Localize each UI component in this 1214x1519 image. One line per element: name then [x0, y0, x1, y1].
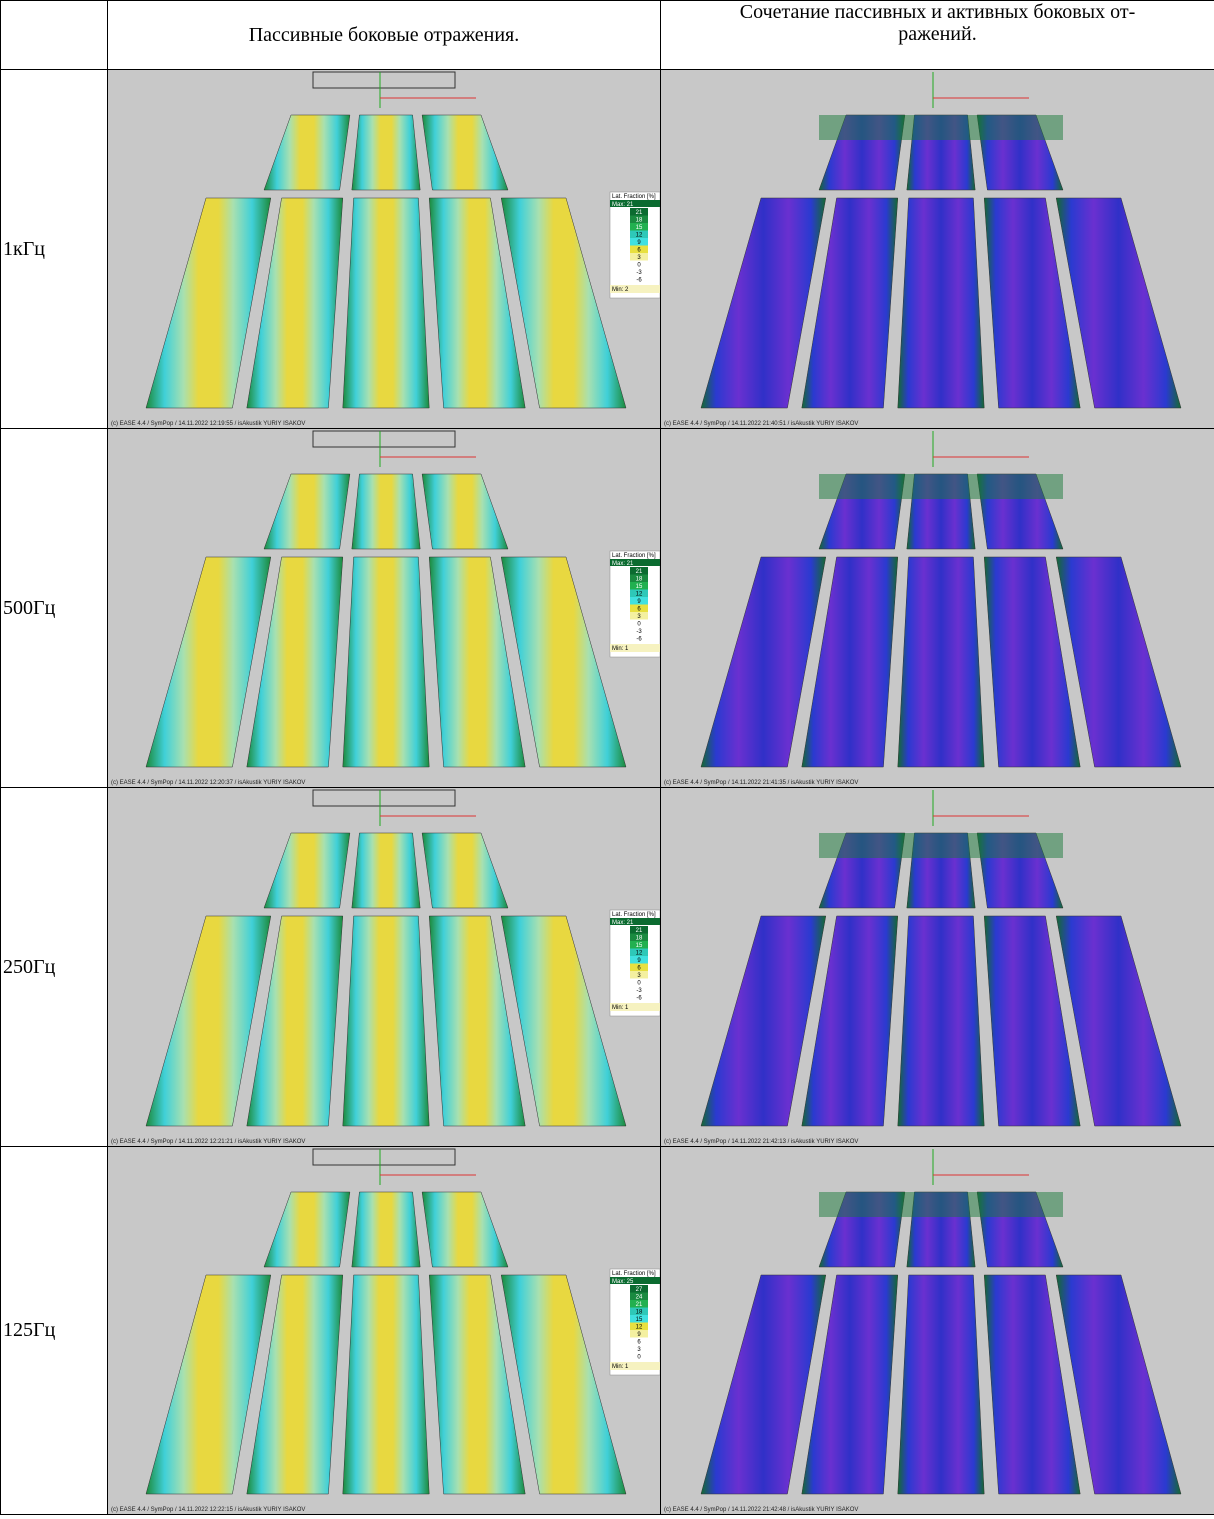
- row-label: 250Гц: [1, 788, 108, 1147]
- seat-block: [898, 1275, 984, 1494]
- legend-tick: -6: [636, 996, 642, 1002]
- legend-tick: 24: [636, 1295, 643, 1301]
- legend-min: Min: 1: [612, 1005, 629, 1011]
- table-row: 500Гц(c) EASE 4.4 / SymPop / 14.11.2022 …: [1, 429, 1214, 788]
- seating-map: (c) EASE 4.4 / SymPop / 14.11.2022 12:22…: [108, 1147, 661, 1514]
- image-footer: (c) EASE 4.4 / SymPop / 14.11.2022 21:42…: [664, 1139, 858, 1145]
- legend-max: Max: 21: [612, 561, 634, 567]
- legend-tick: 12: [636, 233, 643, 239]
- stage: [313, 1149, 455, 1165]
- seat-block: [898, 198, 984, 408]
- legend-max: Max: 21: [612, 202, 634, 208]
- passive-cell: (c) EASE 4.4 / SymPop / 14.11.2022 12:19…: [108, 70, 661, 429]
- legend-tick: -6: [636, 278, 642, 284]
- legend-min: Min: 1: [612, 1364, 629, 1370]
- image-footer: (c) EASE 4.4 / SymPop / 14.11.2022 12:19…: [111, 421, 305, 427]
- stage: [313, 431, 455, 447]
- top-tint: [819, 115, 1063, 140]
- image-footer: (c) EASE 4.4 / SymPop / 14.11.2022 12:22…: [111, 1507, 305, 1513]
- seat-block: [343, 198, 429, 408]
- seat-block: [343, 916, 429, 1126]
- row-label: 1кГц: [1, 70, 108, 429]
- header-cell: Пассивные боковые отражения.: [108, 1, 661, 70]
- image-footer: (c) EASE 4.4 / SymPop / 14.11.2022 12:20…: [111, 780, 305, 786]
- stage: [313, 72, 455, 88]
- image-footer: (c) EASE 4.4 / SymPop / 14.11.2022 21:41…: [664, 780, 858, 786]
- seat-block: [352, 1192, 420, 1267]
- combined-cell: (c) EASE 4.4 / SymPop / 14.11.2022 21:42…: [661, 788, 1214, 1147]
- legend-tick: 15: [636, 1317, 643, 1323]
- legend-max: Max: 21: [612, 920, 634, 926]
- seat-block: [343, 557, 429, 767]
- seating-map: (c) EASE 4.4 / SymPop / 14.11.2022 12:20…: [108, 429, 661, 787]
- legend-tick: 12: [636, 592, 643, 598]
- legend-tick: 21: [636, 569, 643, 575]
- legend-tick: -3: [636, 270, 642, 276]
- top-tint: [819, 1192, 1063, 1217]
- seat-block: [352, 474, 420, 549]
- header-cell: Сочетание пассивных и активных боковых о…: [661, 1, 1214, 70]
- legend-tick: 18: [636, 577, 643, 583]
- passive-cell: (c) EASE 4.4 / SymPop / 14.11.2022 12:21…: [108, 788, 661, 1147]
- seat-block: [343, 1275, 429, 1494]
- table-row: 250Гц(c) EASE 4.4 / SymPop / 14.11.2022 …: [1, 788, 1214, 1147]
- combined-cell: (c) EASE 4.4 / SymPop / 14.11.2022 21:40…: [661, 70, 1214, 429]
- image-footer: (c) EASE 4.4 / SymPop / 14.11.2022 12:21…: [111, 1139, 305, 1145]
- combined-cell: (c) EASE 4.4 / SymPop / 14.11.2022 21:42…: [661, 1147, 1214, 1515]
- seat-block: [898, 557, 984, 767]
- passive-cell: (c) EASE 4.4 / SymPop / 14.11.2022 12:22…: [108, 1147, 661, 1515]
- seating-map: (c) EASE 4.4 / SymPop / 14.11.2022 21:40…: [661, 70, 1214, 428]
- legend-title: Lat. Fraction [%]: [612, 553, 656, 559]
- seat-block: [352, 833, 420, 908]
- seat-block: [898, 916, 984, 1126]
- top-tint: [819, 474, 1063, 499]
- header-line: ражений.: [661, 23, 1214, 45]
- legend-title: Lat. Fraction [%]: [612, 1271, 656, 1277]
- legend-tick: 12: [636, 951, 643, 957]
- page: Пассивные боковые отражения. Сочетание п…: [0, 0, 1214, 1519]
- seating-map: (c) EASE 4.4 / SymPop / 14.11.2022 21:42…: [661, 1147, 1214, 1514]
- legend-tick: 18: [636, 1310, 643, 1316]
- image-footer: (c) EASE 4.4 / SymPop / 14.11.2022 21:42…: [664, 1507, 858, 1513]
- legend-tick: 15: [636, 943, 643, 949]
- seat-block: [352, 115, 420, 190]
- legend-tick: 18: [636, 936, 643, 942]
- stage: [313, 790, 455, 806]
- legend-tick: 15: [636, 225, 643, 231]
- seating-map: (c) EASE 4.4 / SymPop / 14.11.2022 12:21…: [108, 788, 661, 1146]
- legend-tick: 21: [636, 210, 643, 216]
- legend-tick: 12: [636, 1325, 643, 1331]
- passive-cell: (c) EASE 4.4 / SymPop / 14.11.2022 12:20…: [108, 429, 661, 788]
- legend-tick: -3: [636, 988, 642, 994]
- seating-map: (c) EASE 4.4 / SymPop / 14.11.2022 21:42…: [661, 788, 1214, 1146]
- row-label: 125Гц: [1, 1147, 108, 1515]
- legend-tick: 18: [636, 218, 643, 224]
- legend-tick: 21: [636, 928, 643, 934]
- seating-map: (c) EASE 4.4 / SymPop / 14.11.2022 21:41…: [661, 429, 1214, 787]
- legend-min: Min: 1: [612, 646, 629, 652]
- combined-cell: (c) EASE 4.4 / SymPop / 14.11.2022 21:41…: [661, 429, 1214, 788]
- table-row: 1кГц(c) EASE 4.4 / SymPop / 14.11.2022 1…: [1, 70, 1214, 429]
- header-line: Сочетание пассивных и активных боковых о…: [661, 1, 1214, 23]
- legend-tick: 21: [636, 1302, 643, 1308]
- top-tint: [819, 833, 1063, 858]
- comparison-table: Пассивные боковые отражения. Сочетание п…: [0, 0, 1214, 1515]
- legend-tick: -6: [636, 637, 642, 643]
- legend-tick: -3: [636, 629, 642, 635]
- legend-title: Lat. Fraction [%]: [612, 912, 656, 918]
- legend-min: Min: 2: [612, 287, 629, 293]
- legend-max: Max: 25: [612, 1279, 634, 1285]
- legend-tick: 15: [636, 584, 643, 590]
- seating-map: (c) EASE 4.4 / SymPop / 14.11.2022 12:19…: [108, 70, 661, 428]
- table-row: 125Гц(c) EASE 4.4 / SymPop / 14.11.2022 …: [1, 1147, 1214, 1515]
- image-footer: (c) EASE 4.4 / SymPop / 14.11.2022 21:40…: [664, 421, 858, 427]
- legend-title: Lat. Fraction [%]: [612, 194, 656, 200]
- row-label: 500Гц: [1, 429, 108, 788]
- corner-cell: [1, 1, 108, 70]
- legend-tick: 27: [636, 1287, 643, 1293]
